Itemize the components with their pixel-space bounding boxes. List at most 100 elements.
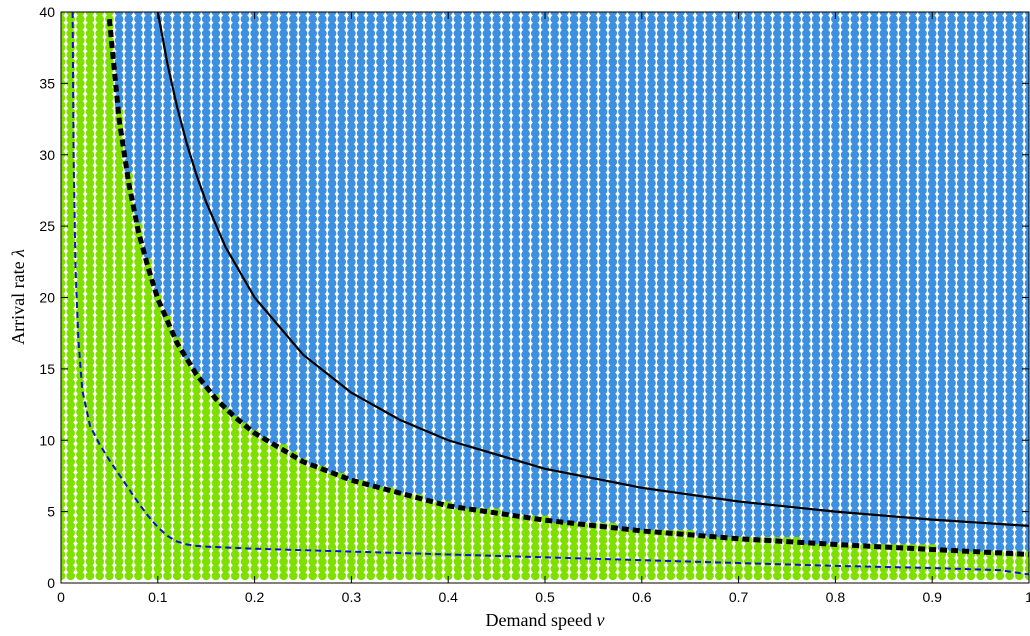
unstable-point	[182, 121, 192, 131]
unstable-point	[153, 157, 163, 167]
stable-point	[192, 478, 201, 488]
stable-point	[163, 357, 172, 367]
unstable-point	[172, 150, 182, 160]
unstable-point	[124, 71, 134, 81]
unstable-point	[182, 179, 192, 188]
stable-point	[163, 414, 172, 424]
unstable-point	[182, 193, 192, 202]
unstable-point	[182, 171, 192, 181]
stable-point	[134, 371, 143, 381]
stable-point	[201, 457, 211, 466]
stable-point	[124, 343, 134, 352]
stable-point	[85, 12, 95, 17]
unstable-point	[124, 121, 134, 131]
stable-point	[66, 179, 75, 188]
stable-point	[61, 378, 66, 388]
stable-point	[61, 121, 66, 131]
unstable-point	[192, 143, 201, 152]
stable-point	[95, 457, 105, 466]
stable-point	[95, 186, 105, 195]
unstable-point	[172, 50, 182, 60]
stable-point	[124, 371, 134, 381]
stable-point	[76, 264, 85, 274]
stable-point	[95, 521, 105, 531]
unstable-point	[134, 12, 143, 17]
stable-point	[95, 286, 105, 295]
stable-point	[153, 528, 163, 538]
stable-point	[172, 493, 182, 502]
stable-point	[182, 571, 192, 581]
stable-point	[76, 478, 85, 488]
stable-point	[124, 357, 134, 367]
stable-point	[143, 293, 153, 302]
stable-point	[114, 428, 124, 438]
stable-point	[153, 564, 163, 574]
stable-point	[66, 571, 75, 581]
stable-point	[66, 214, 75, 224]
stable-point	[95, 393, 105, 402]
stable-point	[143, 535, 153, 545]
stable-point	[66, 257, 75, 267]
stable-point	[95, 171, 105, 181]
stable-point	[163, 400, 172, 409]
stable-point	[95, 207, 105, 217]
unstable-point	[134, 121, 143, 131]
stable-point	[105, 150, 114, 160]
stable-point	[114, 557, 124, 566]
stable-point	[76, 300, 85, 309]
unstable-point	[153, 114, 163, 124]
stable-point	[85, 443, 95, 452]
stable-point	[172, 400, 182, 409]
unstable-point	[192, 136, 201, 145]
stable-point	[61, 421, 66, 431]
stable-point	[61, 179, 66, 188]
stable-point	[85, 157, 95, 167]
unstable-point	[143, 36, 153, 45]
stable-point	[66, 314, 75, 324]
stable-point	[95, 293, 105, 302]
stable-point	[143, 435, 153, 445]
stable-point	[76, 443, 85, 452]
unstable-point	[124, 129, 134, 138]
stable-point	[153, 414, 163, 424]
stable-point	[114, 293, 124, 302]
stable-point	[95, 343, 105, 352]
stable-point	[95, 485, 105, 495]
stable-point	[172, 371, 182, 381]
stable-point	[134, 321, 143, 331]
stable-point	[76, 357, 85, 367]
stable-point	[143, 371, 153, 381]
stable-point	[182, 435, 192, 445]
stable-point	[153, 485, 163, 495]
stable-point	[61, 12, 66, 17]
stable-point	[163, 528, 172, 538]
stable-point	[95, 450, 105, 459]
stable-point	[192, 564, 201, 574]
stable-point	[95, 214, 105, 224]
stable-point	[95, 328, 105, 338]
stable-point	[61, 443, 66, 452]
unstable-point	[182, 343, 192, 352]
stable-point	[114, 507, 124, 516]
stable-point	[61, 143, 66, 152]
unstable-point	[172, 57, 182, 67]
stable-point	[182, 464, 192, 474]
stable-point	[172, 450, 182, 459]
stable-point	[124, 207, 134, 217]
stable-point	[143, 507, 153, 516]
unstable-point	[192, 236, 201, 245]
unstable-point	[182, 64, 192, 74]
stable-point	[182, 535, 192, 545]
stable-point	[143, 336, 153, 345]
stable-point	[192, 500, 201, 509]
unstable-point	[192, 64, 201, 74]
unstable-point	[143, 43, 153, 52]
stable-point	[95, 500, 105, 509]
unstable-point	[153, 193, 163, 202]
stable-point	[76, 71, 85, 81]
stable-point	[114, 564, 124, 574]
stable-point	[124, 250, 134, 259]
unstable-point	[143, 79, 153, 88]
stable-point	[85, 236, 95, 245]
stable-point	[105, 514, 114, 524]
